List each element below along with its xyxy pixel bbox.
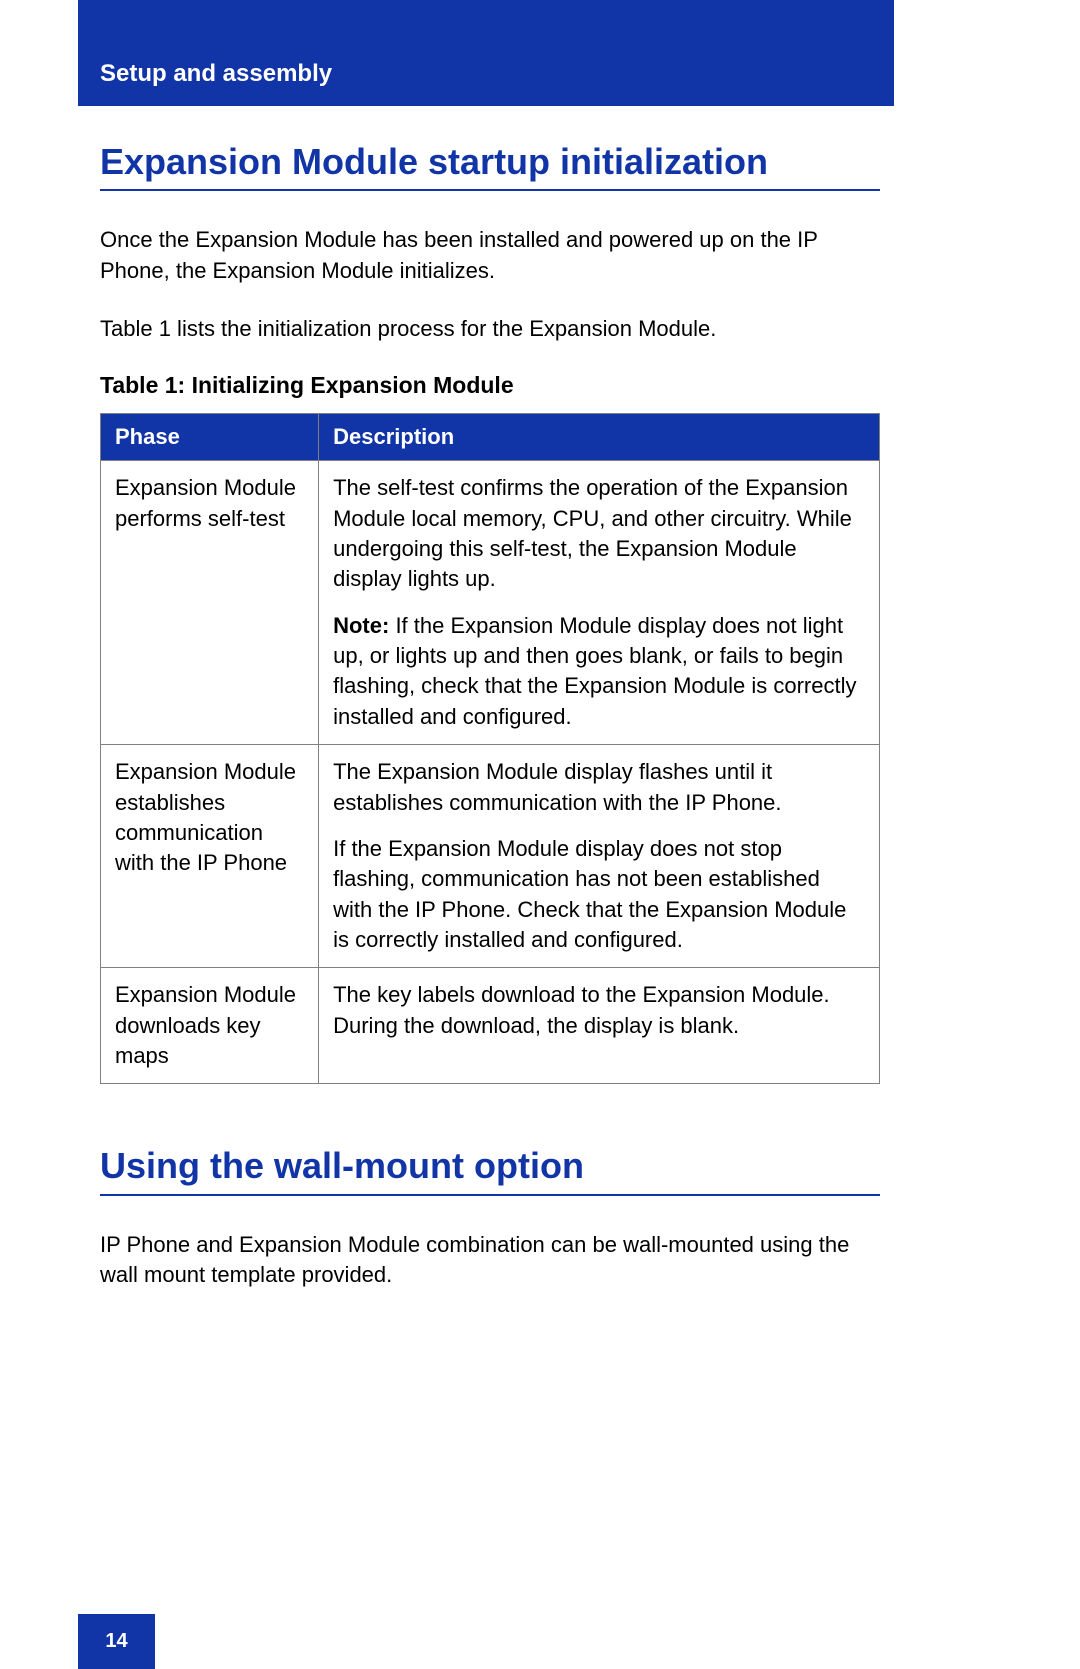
note-text: If the Expansion Module display does not… [333, 613, 856, 729]
phase-cell: Expansion Module performs self-test [101, 461, 319, 745]
phase-cell: Expansion Module downloads key maps [101, 968, 319, 1084]
desc-paragraph: If the Expansion Module display does not… [333, 834, 865, 955]
table-row: Expansion Module performs self-test The … [101, 461, 880, 745]
description-cell: The key labels download to the Expansion… [319, 968, 880, 1084]
intro-paragraph-2: Table 1 lists the initialization process… [100, 314, 880, 344]
table-header-row: Phase Description [101, 414, 880, 461]
section-heading-startup: Expansion Module startup initialization [100, 140, 880, 191]
column-header-description: Description [319, 414, 880, 461]
description-cell: The self-test confirms the operation of … [319, 461, 880, 745]
note-label: Note: [333, 613, 389, 638]
section-heading-wallmount: Using the wall-mount option [100, 1144, 880, 1195]
wallmount-paragraph: IP Phone and Expansion Module combinatio… [100, 1230, 880, 1291]
desc-paragraph: The self-test confirms the operation of … [333, 473, 865, 594]
chapter-header-band: Setup and assembly [78, 0, 894, 106]
desc-paragraph: The Expansion Module display flashes unt… [333, 757, 865, 818]
table-row: Expansion Module downloads key maps The … [101, 968, 880, 1084]
column-header-phase: Phase [101, 414, 319, 461]
chapter-title: Setup and assembly [100, 60, 332, 88]
table-caption: Table 1: Initializing Expansion Module [100, 372, 880, 399]
page-number: 14 [105, 1630, 127, 1653]
page-number-band: 14 [78, 1614, 155, 1669]
desc-note-paragraph: Note: If the Expansion Module display do… [333, 611, 865, 732]
page-content: Expansion Module startup initialization … [78, 140, 894, 1318]
phase-cell: Expansion Module establishes communicati… [101, 745, 319, 968]
desc-paragraph: The key labels download to the Expansion… [333, 980, 865, 1041]
intro-paragraph-1: Once the Expansion Module has been insta… [100, 225, 880, 286]
table-row: Expansion Module establishes communicati… [101, 745, 880, 968]
initialization-table: Phase Description Expansion Module perfo… [100, 413, 880, 1084]
description-cell: The Expansion Module display flashes unt… [319, 745, 880, 968]
